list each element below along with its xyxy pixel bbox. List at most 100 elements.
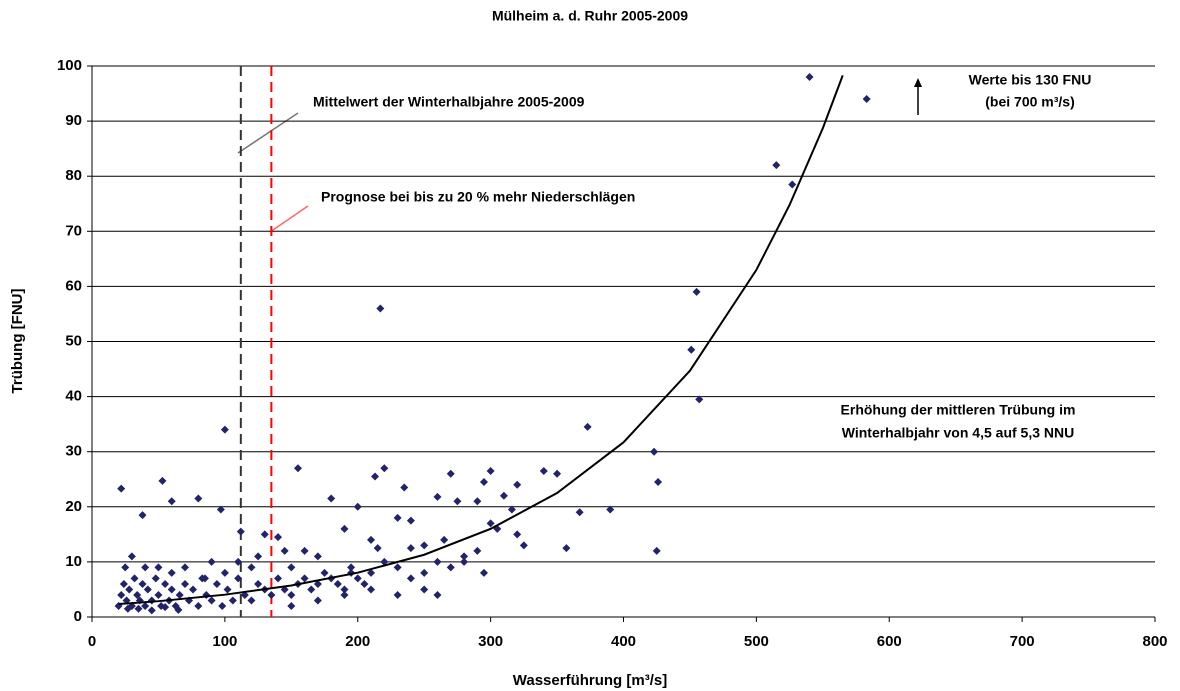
point (313, 579, 322, 588)
x-tick-label: 400 (611, 633, 636, 650)
y-tick-label: 100 (57, 57, 82, 74)
point (406, 516, 415, 525)
x-axis-label: Wasserführung [m³/s] (513, 672, 667, 689)
point (692, 287, 701, 296)
point (340, 590, 349, 599)
point (513, 530, 522, 539)
point (175, 590, 184, 599)
point (460, 557, 469, 566)
y-tick-label: 0 (74, 608, 82, 625)
trend-line (118, 75, 844, 606)
point (367, 585, 376, 594)
point (143, 585, 152, 594)
point (473, 546, 482, 555)
point (287, 590, 296, 599)
y-tick-label: 20 (65, 498, 82, 515)
point (695, 395, 704, 404)
point (167, 585, 176, 594)
y-tick-label: 30 (65, 443, 82, 460)
point (376, 304, 385, 313)
point (223, 585, 232, 594)
point (212, 579, 221, 588)
point (133, 590, 142, 599)
point (575, 508, 584, 517)
point (507, 505, 516, 514)
point (606, 505, 615, 514)
x-tick-label: 100 (212, 633, 237, 650)
point (519, 541, 528, 550)
point (247, 596, 256, 605)
point (373, 544, 382, 553)
point (207, 557, 216, 566)
point (141, 601, 150, 610)
point (393, 590, 402, 599)
point (207, 596, 216, 605)
point (340, 585, 349, 594)
point (274, 533, 283, 542)
x-tick-label: 300 (478, 633, 503, 650)
y-tick-label: 60 (65, 277, 82, 294)
point (254, 552, 263, 561)
leader-line (269, 205, 309, 233)
point (167, 497, 176, 506)
point (393, 513, 402, 522)
point (420, 541, 429, 550)
point (400, 483, 409, 492)
point (260, 530, 269, 539)
point (127, 552, 136, 561)
point (862, 95, 871, 104)
point (440, 535, 449, 544)
chart-title: Mülheim a. d. Ruhr 2005-2009 (492, 8, 688, 24)
point (147, 606, 156, 615)
point (371, 472, 380, 481)
x-tick-label: 800 (1142, 633, 1167, 650)
y-tick-label: 70 (65, 222, 82, 239)
point (486, 466, 495, 475)
point (141, 563, 150, 572)
point (167, 568, 176, 577)
point (788, 180, 797, 189)
y-tick-label: 50 (65, 332, 82, 349)
point (307, 585, 316, 594)
point (174, 605, 183, 614)
point (188, 585, 197, 594)
point (117, 590, 126, 599)
point (380, 464, 389, 473)
point (772, 161, 781, 170)
point (161, 603, 170, 612)
point (433, 590, 442, 599)
point (236, 527, 245, 536)
point (181, 579, 190, 588)
point (446, 469, 455, 478)
point (280, 546, 289, 555)
point (360, 579, 369, 588)
point (254, 579, 263, 588)
point (562, 544, 571, 553)
point (313, 596, 322, 605)
point (220, 568, 229, 577)
point (406, 544, 415, 553)
point (119, 579, 128, 588)
point (125, 585, 134, 594)
arrow-head (914, 78, 922, 87)
annotation: Erhöhung der mittleren Trübung im (841, 402, 1076, 418)
annotation: Werte bis 130 FNU (969, 72, 1092, 88)
leader-line (237, 112, 299, 154)
point (333, 579, 342, 588)
point (181, 563, 190, 572)
annotation: (bei 700 m³/s) (985, 94, 1074, 110)
point (539, 466, 548, 475)
point (433, 492, 442, 501)
point (154, 563, 163, 572)
point (805, 73, 814, 82)
point (513, 480, 522, 489)
point (420, 585, 429, 594)
point (340, 524, 349, 533)
y-axis-label: Trübung [FNU] (9, 289, 26, 394)
point (347, 563, 356, 572)
y-tick-label: 80 (65, 167, 82, 184)
point (453, 497, 462, 506)
point (123, 604, 132, 613)
point (353, 502, 362, 511)
point (479, 568, 488, 577)
